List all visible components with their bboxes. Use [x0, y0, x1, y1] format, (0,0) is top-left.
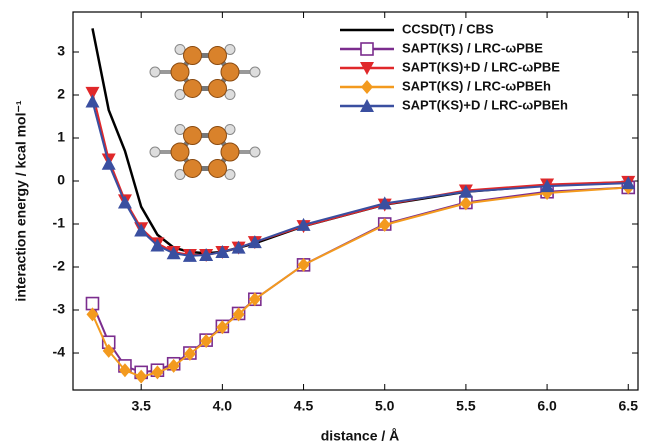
carbon: [221, 143, 239, 161]
carbon: [171, 63, 189, 81]
y-tick-label: 3: [57, 43, 65, 59]
x-tick-label: 6.0: [537, 398, 557, 414]
x-tick-label: 3.5: [131, 398, 151, 414]
y-tick-label: 2: [57, 86, 65, 102]
chart: distance / Å interaction energy / kcal m…: [0, 0, 647, 448]
molecule-illustration: [150, 44, 260, 179]
hydrogen: [150, 147, 160, 157]
carbon: [209, 159, 227, 177]
y-tick-label: -4: [53, 344, 66, 360]
carbon: [221, 63, 239, 81]
carbon: [209, 79, 227, 97]
carbon: [171, 143, 189, 161]
legend-label: SAPT(KS) / LRC-ωPBE: [402, 40, 543, 55]
carbon: [209, 127, 227, 145]
series-line: [92, 93, 628, 255]
hydrogen: [250, 67, 260, 77]
x-tick-label: 4.5: [294, 398, 314, 414]
y-tick-label: -1: [53, 215, 66, 231]
carbon: [209, 47, 227, 65]
x-axis-label: distance / Å: [321, 428, 400, 444]
y-tick-label: -3: [53, 301, 66, 317]
marker: [102, 157, 116, 170]
legend-label: CCSD(T) / CBS: [402, 21, 494, 36]
series-line: [92, 187, 628, 372]
hydrogen: [250, 147, 260, 157]
hydrogen: [150, 67, 160, 77]
legend-label: SAPT(KS) / LRC-ωPBEh: [402, 78, 551, 93]
x-tick-label: 5.0: [375, 398, 395, 414]
legend-label: SAPT(KS)+D / LRC-ωPBEh: [402, 97, 568, 112]
carbon: [184, 159, 202, 177]
carbon: [184, 47, 202, 65]
y-tick-label: 0: [57, 172, 65, 188]
y-tick-label: -2: [53, 258, 66, 274]
y-axis-label: interaction energy / kcal mol⁻¹: [13, 100, 29, 301]
marker: [85, 94, 99, 107]
legend-marker: [361, 43, 373, 55]
x-tick-label: 6.5: [619, 398, 639, 414]
y-tick-label: 1: [57, 129, 65, 145]
series-line: [92, 187, 628, 376]
carbon: [184, 79, 202, 97]
legend-label: SAPT(KS)+D / LRC-ωPBE: [402, 59, 560, 74]
x-tick-label: 5.5: [456, 398, 476, 414]
carbon: [184, 127, 202, 145]
legend-marker: [361, 80, 373, 94]
x-tick-label: 4.0: [213, 398, 233, 414]
